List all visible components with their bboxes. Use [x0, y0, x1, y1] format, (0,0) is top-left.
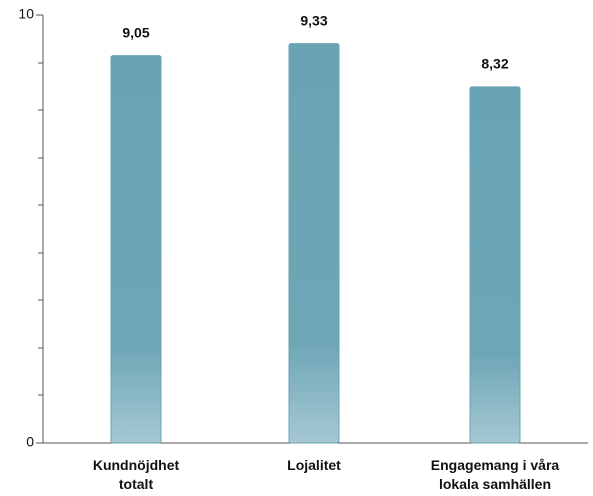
value-label: 8,32 — [481, 56, 508, 72]
bar — [288, 43, 340, 444]
x-tick-label: Lojalitet — [287, 457, 341, 473]
y-tick-label: 10 — [18, 6, 34, 22]
minor-ticks — [38, 62, 43, 396]
bar — [110, 55, 162, 444]
value-label: 9,33 — [300, 12, 327, 28]
value-label: 9,05 — [122, 24, 149, 40]
bar — [469, 86, 521, 444]
x-tick-label: Kundnöjdhet totalt — [92, 457, 180, 492]
y-tick-label: 0 — [26, 434, 34, 450]
x-tick-label: Engagemang i våra lokala samhällen — [430, 457, 560, 492]
